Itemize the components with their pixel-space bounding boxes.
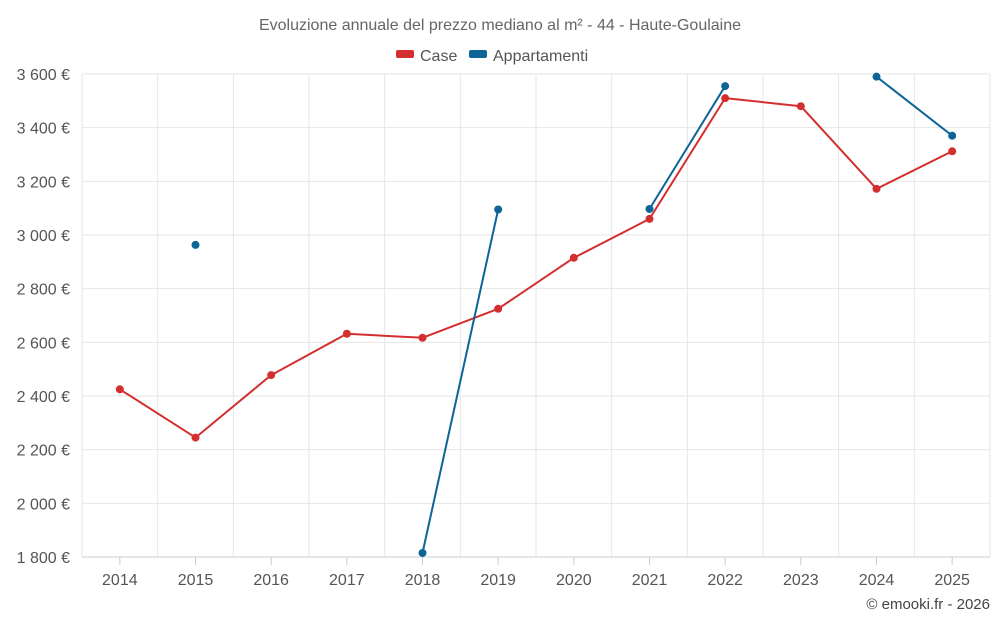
y-tick-label: 3 000 € xyxy=(17,228,70,245)
y-tick-label: 3 400 € xyxy=(17,121,70,138)
data-point-case-2025[interactable] xyxy=(948,147,957,156)
y-tick-label: 2 200 € xyxy=(17,443,70,460)
y-tick-label: 2 600 € xyxy=(17,335,70,352)
data-point-appartamenti-2018[interactable] xyxy=(418,548,427,557)
series-case xyxy=(115,94,957,442)
x-tick-label: 2014 xyxy=(102,572,138,589)
data-point-case-2019[interactable] xyxy=(494,304,503,313)
series-line-case xyxy=(119,97,953,439)
x-tick-label: 2016 xyxy=(253,572,289,589)
data-point-appartamenti-2015[interactable] xyxy=(191,240,200,249)
legend-item-appartamenti[interactable]: Appartamenti xyxy=(469,48,588,65)
x-axis: 2014 2015 2016 2017 2018 2019 2020 2021 2022 2023… xyxy=(82,556,990,589)
x-tick-label: 2024 xyxy=(859,572,895,589)
x-tick-label: 2018 xyxy=(405,572,441,589)
data-point-case-2015[interactable] xyxy=(191,433,200,442)
series-line-appartamenti xyxy=(875,75,953,137)
data-point-case-2023[interactable] xyxy=(796,102,805,111)
data-point-appartamenti-2025[interactable] xyxy=(948,131,957,140)
data-point-case-2020[interactable] xyxy=(569,253,578,262)
series-appartamenti xyxy=(191,72,957,557)
y-tick-label: 2 000 € xyxy=(17,496,70,513)
data-point-case-2017[interactable] xyxy=(342,329,351,338)
legend-swatch-appartamenti xyxy=(469,50,487,58)
x-tick-label: 2022 xyxy=(707,572,743,589)
data-point-case-2024[interactable] xyxy=(872,184,881,193)
legend-item-case[interactable]: Case xyxy=(396,48,457,65)
data-point-case-2016[interactable] xyxy=(267,371,276,380)
series-line-appartamenti xyxy=(421,209,500,554)
legend: Case Appartamenti xyxy=(396,48,588,65)
x-tick-label: 2015 xyxy=(178,572,214,589)
grid xyxy=(81,73,991,557)
x-tick-label: 2019 xyxy=(480,572,516,589)
x-tick-label: 2021 xyxy=(632,572,668,589)
legend-label-case: Case xyxy=(420,48,457,65)
data-point-case-2021[interactable] xyxy=(645,214,654,223)
data-point-appartamenti-2024[interactable] xyxy=(872,72,881,81)
chart-title: Evoluzione annuale del prezzo mediano al… xyxy=(259,17,741,34)
series-line-appartamenti xyxy=(648,85,727,210)
data-point-appartamenti-2019[interactable] xyxy=(494,205,503,214)
legend-swatch-case xyxy=(396,50,414,58)
x-tick-label: 2020 xyxy=(556,572,592,589)
x-tick-label: 2017 xyxy=(329,572,365,589)
y-tick-label: 2 800 € xyxy=(17,282,70,299)
y-axis: 1 800 € 2 000 € 2 200 € 2 400 € 2 600 € 2 800… xyxy=(17,67,70,567)
data-point-appartamenti-2021[interactable] xyxy=(645,204,654,213)
data-point-appartamenti-2022[interactable] xyxy=(721,82,730,91)
data-point-case-2022[interactable] xyxy=(721,94,730,103)
y-tick-label: 1 800 € xyxy=(17,550,70,567)
y-tick-label: 3 600 € xyxy=(17,67,70,84)
legend-label-appartamenti: Appartamenti xyxy=(493,48,588,65)
credit-text: © emooki.fr - 2026 xyxy=(866,596,990,613)
data-point-case-2018[interactable] xyxy=(418,333,427,342)
series xyxy=(115,72,957,557)
data-point-case-2014[interactable] xyxy=(115,385,124,394)
x-tick-label: 2023 xyxy=(783,572,819,589)
y-tick-label: 2 400 € xyxy=(17,389,70,406)
x-tick-label: 2025 xyxy=(934,572,970,589)
y-tick-label: 3 200 € xyxy=(17,174,70,191)
